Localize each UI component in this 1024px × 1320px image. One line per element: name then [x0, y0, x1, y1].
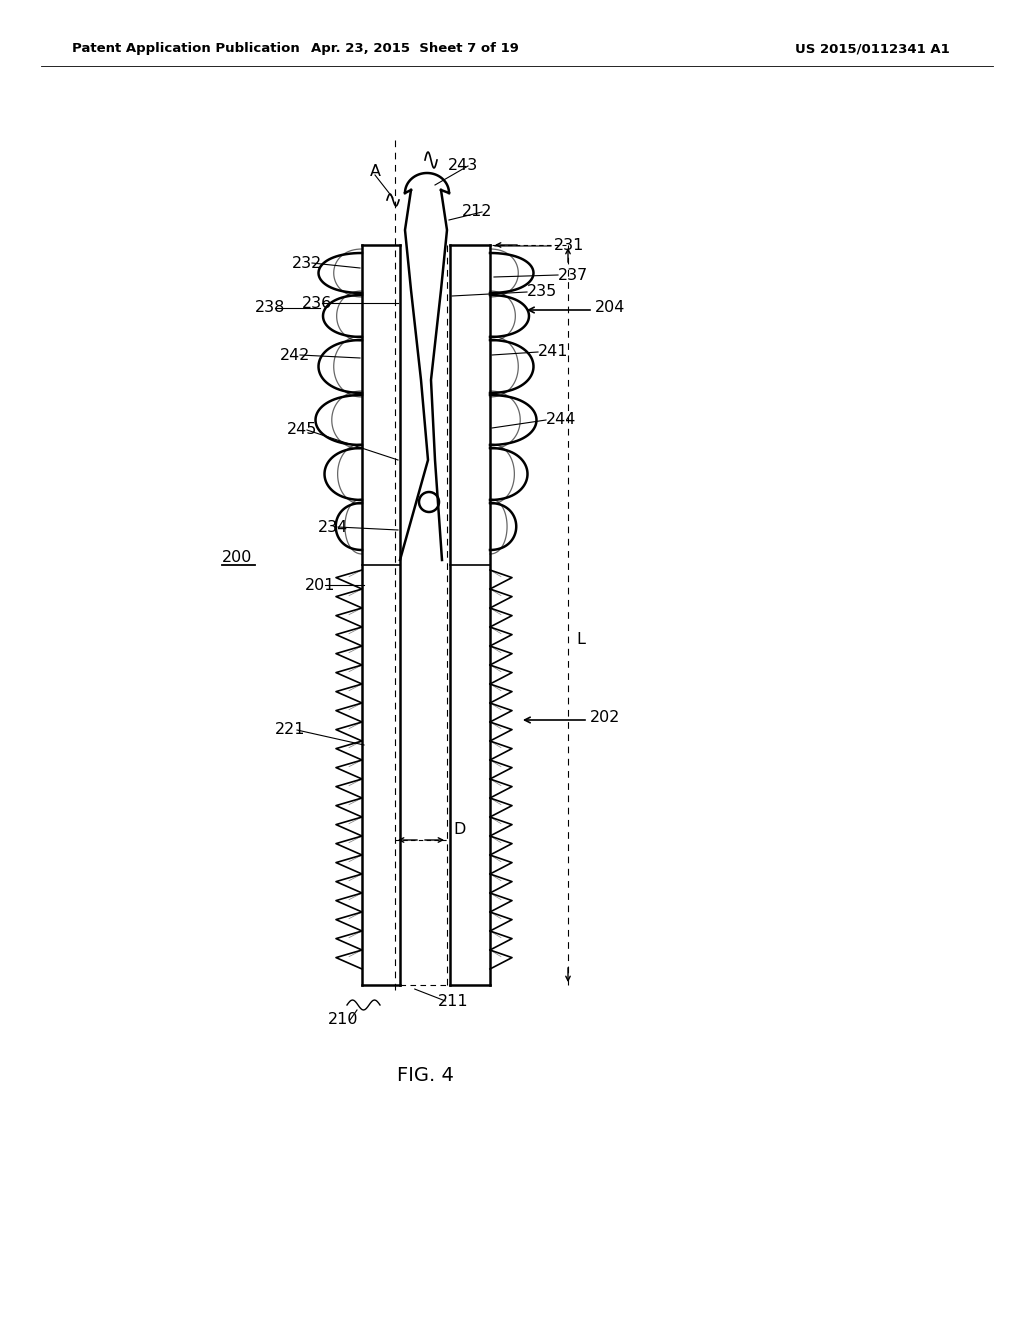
Text: 242: 242	[280, 347, 310, 363]
Text: 231: 231	[554, 239, 585, 253]
Text: D: D	[453, 822, 465, 837]
Text: 241: 241	[538, 345, 568, 359]
Text: 210: 210	[328, 1012, 358, 1027]
Text: 232: 232	[292, 256, 323, 271]
Text: 237: 237	[558, 268, 588, 282]
Text: 202: 202	[590, 710, 621, 726]
Text: 244: 244	[546, 412, 577, 428]
Text: Apr. 23, 2015  Sheet 7 of 19: Apr. 23, 2015 Sheet 7 of 19	[311, 42, 519, 55]
Text: 221: 221	[275, 722, 305, 738]
Text: US 2015/0112341 A1: US 2015/0112341 A1	[796, 42, 950, 55]
Text: 245: 245	[287, 422, 317, 437]
Text: 212: 212	[462, 205, 493, 219]
Text: A: A	[370, 165, 381, 180]
Text: L: L	[575, 632, 585, 648]
Text: 234: 234	[318, 520, 348, 535]
Text: FIG. 4: FIG. 4	[396, 1067, 454, 1085]
Text: 238: 238	[255, 301, 286, 315]
Text: 211: 211	[438, 994, 469, 1010]
Text: 236: 236	[302, 296, 332, 310]
Text: 201: 201	[305, 578, 336, 593]
Text: 235: 235	[527, 285, 557, 300]
Text: Patent Application Publication: Patent Application Publication	[72, 42, 300, 55]
Text: 243: 243	[449, 158, 478, 173]
Text: 200: 200	[222, 550, 252, 565]
Text: 204: 204	[595, 301, 626, 315]
